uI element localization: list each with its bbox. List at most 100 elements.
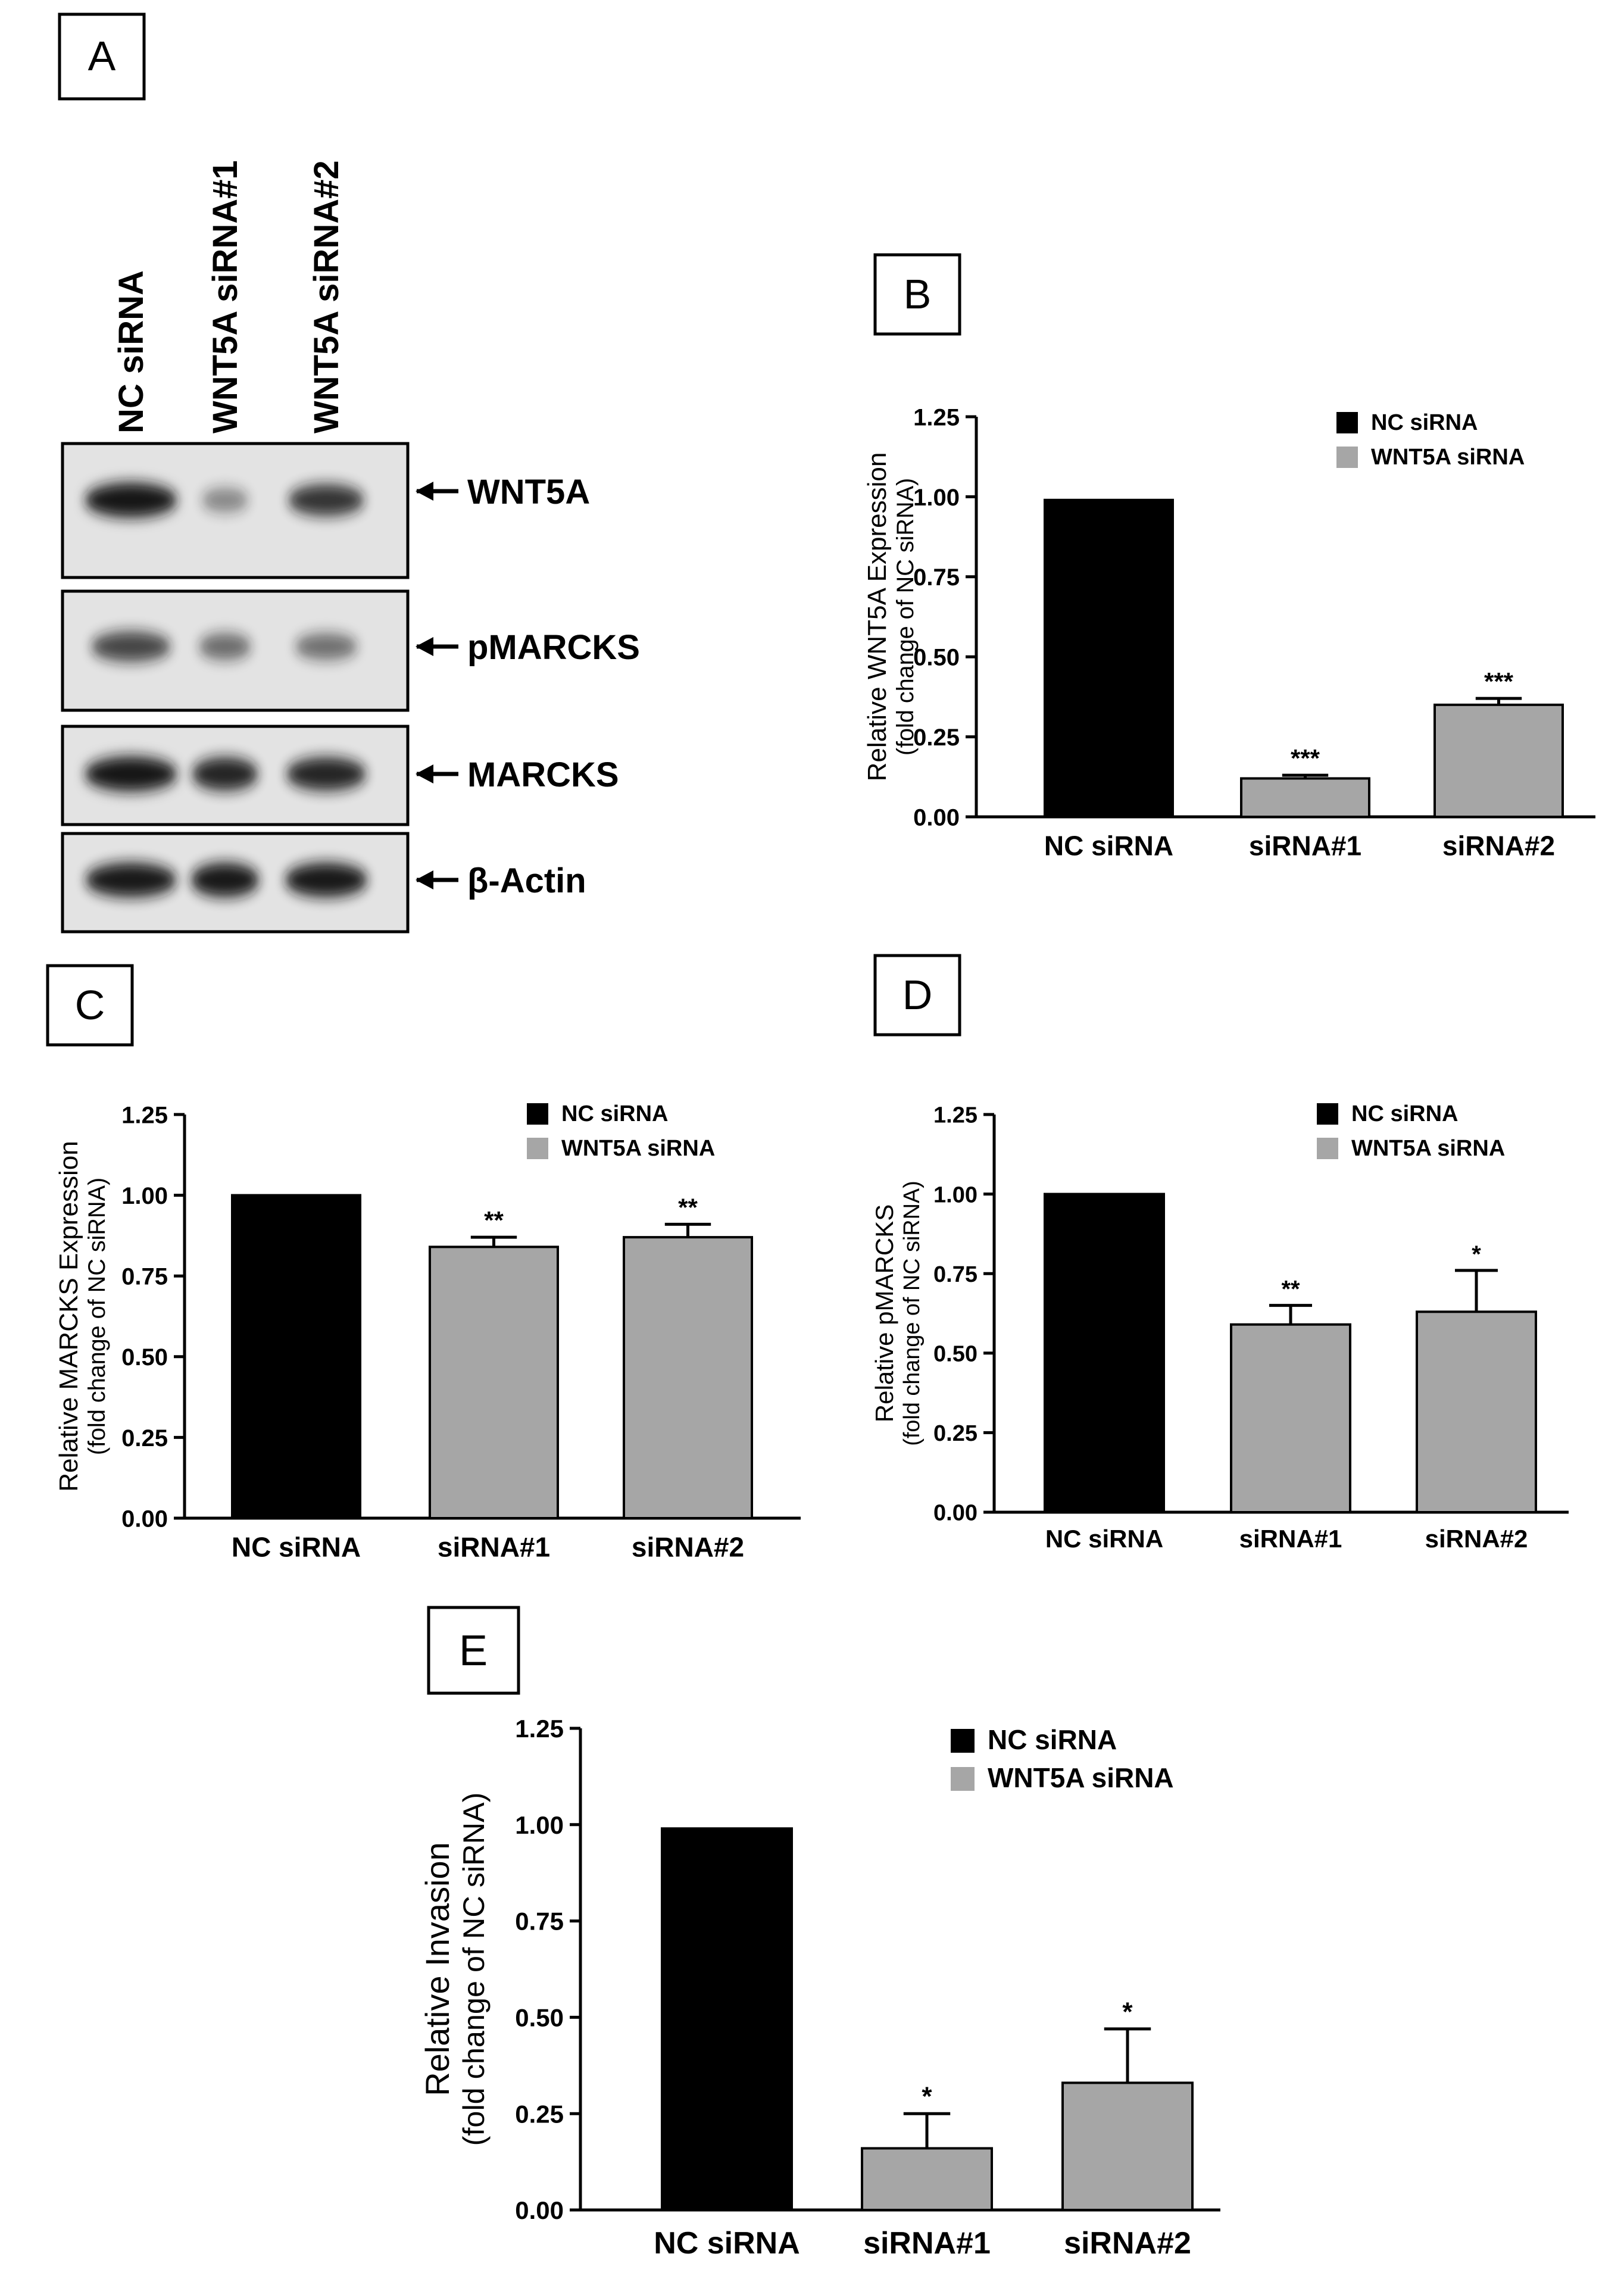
y-tick-label: 1.25 <box>121 1102 168 1128</box>
blot-band <box>295 633 358 660</box>
blot-arrow-head <box>416 764 433 783</box>
y-tick-label: 0.50 <box>515 2004 564 2032</box>
blot-lane-label: NC siRNA <box>112 270 151 433</box>
legend-label-wnt: WNT5A siRNA <box>561 1136 715 1161</box>
significance-marker: *** <box>1484 667 1514 695</box>
legend-label-nc: NC siRNA <box>1371 410 1478 435</box>
panel-label-d: D <box>873 954 961 1037</box>
y-tick-label: 0.25 <box>515 2100 564 2128</box>
x-tick-label: siRNA#1 <box>863 2226 991 2261</box>
x-tick-label: siRNA#2 <box>1425 1525 1528 1553</box>
bar <box>661 1827 793 2211</box>
legend-swatch-nc <box>951 1729 975 1753</box>
legend-swatch-wnt <box>951 1767 975 1791</box>
y-tick-label: 1.00 <box>515 1811 564 1839</box>
bar <box>1240 777 1370 819</box>
legend-swatch-wnt <box>1317 1138 1338 1159</box>
panel-label-c: C <box>46 964 134 1047</box>
y-tick-label: 0.00 <box>933 1501 977 1526</box>
significance-marker: ** <box>1281 1276 1300 1303</box>
legend-label-nc: NC siRNA <box>1351 1101 1458 1126</box>
legend-label-wnt: WNT5A siRNA <box>1351 1136 1505 1161</box>
x-tick-label: siRNA#2 <box>1442 830 1555 861</box>
x-tick-label: NC siRNA <box>654 2226 800 2261</box>
y-tick-label: 0.25 <box>933 1421 977 1446</box>
blot-arrow-head <box>416 637 433 656</box>
blot-band <box>288 484 365 516</box>
blot-band <box>286 757 367 791</box>
y-tick-label: 1.25 <box>933 1103 977 1128</box>
panel-label-b-text: B <box>904 271 932 317</box>
significance-marker: ** <box>678 1193 698 1221</box>
bar <box>1044 498 1174 818</box>
y-tick-label: 1.00 <box>913 485 960 511</box>
y-axis-label: Relative pMARCKS <box>870 1204 898 1422</box>
panel-label-a-text: A <box>88 33 116 79</box>
bar <box>861 2147 993 2211</box>
panel-label-d-text: D <box>902 972 933 1018</box>
bar <box>231 1194 361 1519</box>
blot-band <box>285 863 368 897</box>
y-axis-sublabel: (fold change of NC siRNA) <box>892 478 919 756</box>
blot-row-label: β-Actin <box>467 861 586 900</box>
y-tick-label: 0.75 <box>933 1262 977 1287</box>
blot-band <box>84 482 178 518</box>
y-axis-sublabel: (fold change of NC siRNA) <box>84 1178 110 1455</box>
panel-label-e-text: E <box>459 1627 488 1675</box>
significance-marker: ** <box>484 1206 504 1234</box>
significance-marker: * <box>1122 1997 1133 2027</box>
y-tick-label: 0.50 <box>913 645 960 671</box>
blot-band <box>192 757 258 791</box>
blot-band <box>201 488 249 513</box>
panel-label-a: A <box>58 13 146 101</box>
x-tick-label: NC siRNA <box>1044 830 1173 861</box>
y-tick-label: 0.00 <box>913 804 960 831</box>
blot-arrow-head <box>416 482 433 501</box>
blot-lane-label: WNT5A siRNA#2 <box>307 160 346 433</box>
significance-marker: * <box>922 2082 932 2111</box>
panel-label-e: E <box>427 1606 520 1695</box>
blot-row-label: WNT5A <box>467 473 590 511</box>
western-blot: NC siRNA WNT5A siRNA#1 WNT5A siRNA#2 WNT5A p… <box>61 160 640 934</box>
chart-e: 0.00 0.25 0.50 0.75 1.00 1.25 Relative Invasio… <box>419 1715 1220 2261</box>
y-axis-label: Relative WNT5A Expression <box>863 452 892 782</box>
x-tick-label: siRNA#2 <box>632 1531 744 1562</box>
chart-c: 0.00 0.25 0.50 0.75 1.00 1.25 Relative MARCKS … <box>54 1101 801 1562</box>
bar <box>429 1245 559 1520</box>
blot-band <box>85 863 177 897</box>
blot-band <box>198 633 252 660</box>
bar <box>1416 1310 1537 1513</box>
x-tick-label: siRNA#2 <box>1064 2226 1191 2261</box>
x-tick-label: siRNA#1 <box>438 1531 550 1562</box>
y-tick-label: 0.75 <box>913 564 960 591</box>
legend-label-wnt: WNT5A siRNA <box>1371 445 1525 470</box>
legend-swatch-nc <box>527 1103 548 1125</box>
y-tick-label: 0.25 <box>121 1425 168 1451</box>
y-tick-label: 0.50 <box>933 1341 977 1366</box>
legend-label-nc: NC siRNA <box>988 1724 1117 1755</box>
blot-row-label: MARCKS <box>467 756 619 794</box>
blot-band <box>84 756 178 792</box>
y-tick-label: 0.50 <box>121 1344 168 1371</box>
legend-swatch-wnt <box>1336 447 1358 468</box>
x-tick-label: siRNA#1 <box>1249 830 1361 861</box>
legend-label-wnt: WNT5A siRNA <box>988 1762 1174 1793</box>
y-axis-label: Relative MARCKS Expression <box>54 1141 83 1491</box>
bar <box>1061 2081 1194 2212</box>
bar <box>623 1236 753 1520</box>
chart-b: 0.00 0.25 0.50 0.75 1.00 1.25 Relative WNT5A E… <box>863 404 1595 861</box>
y-tick-label: 1.00 <box>933 1182 977 1207</box>
significance-marker: * <box>1472 1241 1481 1268</box>
x-tick-label: NC siRNA <box>232 1531 361 1562</box>
blot-band <box>90 631 171 662</box>
y-tick-label: 1.25 <box>515 1715 564 1743</box>
y-axis-sublabel: (fold change of NC siRNA) <box>900 1181 925 1446</box>
legend-swatch-nc <box>1336 412 1358 433</box>
legend-swatch-nc <box>1317 1103 1338 1125</box>
blot-lane-label: WNT5A siRNA#1 <box>206 160 245 433</box>
x-tick-label: NC siRNA <box>1045 1525 1163 1553</box>
y-tick-label: 0.75 <box>121 1264 168 1290</box>
bar <box>1044 1192 1165 1513</box>
y-axis-label: Relative Invasion <box>419 1842 456 2096</box>
y-tick-label: 0.00 <box>121 1506 168 1532</box>
